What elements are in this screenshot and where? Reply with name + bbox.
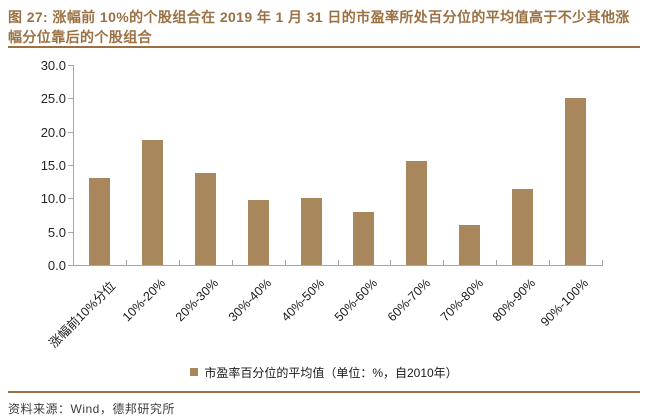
x-axis-tick bbox=[602, 260, 603, 265]
y-axis-tick-label: 0.0 bbox=[47, 258, 66, 273]
figure-title: 图 27: 涨幅前 10%的个股组合在 2019 年 1 月 31 日的市盈率所… bbox=[8, 9, 630, 45]
bar bbox=[353, 211, 375, 265]
bar bbox=[459, 225, 481, 265]
bar-chart: 0.0 5.0 10.0 15.0 20.0 25.0 30.0 涨幅前10%分位 10%-20… bbox=[0, 55, 648, 360]
x-axis-tick bbox=[390, 260, 392, 265]
title-divider bbox=[8, 46, 640, 48]
x-axis-tick bbox=[549, 260, 551, 265]
y-axis-line bbox=[73, 65, 74, 266]
x-axis-tick-label: 10%-20% bbox=[120, 276, 169, 325]
legend-label: 市盈率百分位的平均值（单位：%，自2010年） bbox=[204, 365, 458, 380]
chart-legend: 市盈率百分位的平均值（单位：%，自2010年） bbox=[0, 363, 648, 381]
x-axis-tick bbox=[73, 260, 74, 265]
y-axis-tick-label: 15.0 bbox=[40, 158, 66, 173]
bar bbox=[194, 173, 216, 265]
legend-swatch-icon bbox=[190, 368, 199, 376]
y-axis-tick-label: 25.0 bbox=[40, 91, 66, 107]
bar bbox=[300, 197, 322, 265]
bar bbox=[406, 161, 428, 265]
y-axis-tick bbox=[68, 198, 73, 200]
x-axis-tick-label: 40%-50% bbox=[278, 276, 327, 325]
bar bbox=[88, 177, 110, 265]
x-axis-tick bbox=[496, 260, 498, 265]
x-axis-tick bbox=[125, 260, 127, 265]
bar bbox=[141, 140, 163, 265]
x-axis-tick bbox=[231, 260, 233, 265]
source-note: 资料来源：Wind，德邦研究所 bbox=[8, 402, 175, 416]
x-axis-tick-label: 60%-70% bbox=[384, 276, 433, 325]
x-axis-tick-label: 涨幅前10%分位 bbox=[46, 278, 119, 351]
x-axis-tick-label: 90%-100% bbox=[538, 276, 592, 330]
x-axis-tick bbox=[284, 260, 286, 265]
y-axis-tick-label: 20.0 bbox=[40, 124, 66, 140]
x-axis-tick-label: 70%-80% bbox=[437, 276, 486, 325]
x-axis-tick bbox=[178, 260, 180, 265]
y-axis-tick bbox=[68, 265, 73, 266]
y-axis-tick bbox=[68, 131, 73, 133]
bar bbox=[512, 189, 534, 265]
x-axis-tick-label: 50%-60% bbox=[331, 276, 380, 325]
bar bbox=[565, 98, 587, 265]
x-axis-tick-label: 20%-30% bbox=[172, 276, 222, 325]
y-axis-tick-label: 30.0 bbox=[40, 58, 66, 73]
x-axis-line bbox=[73, 265, 603, 266]
y-axis-tick-label: 10.0 bbox=[40, 191, 66, 207]
x-axis-tick bbox=[337, 260, 339, 265]
y-axis-tick-label: 5.0 bbox=[47, 224, 66, 240]
y-axis-tick bbox=[68, 165, 73, 166]
x-axis-tick bbox=[443, 260, 445, 265]
x-axis-tick-label: 80%-90% bbox=[490, 276, 539, 325]
bar bbox=[247, 200, 269, 265]
footer-divider bbox=[8, 391, 640, 393]
y-axis-tick bbox=[68, 98, 73, 100]
y-axis-tick bbox=[68, 65, 73, 66]
y-axis-tick bbox=[68, 231, 73, 233]
x-axis-tick-label: 30%-40% bbox=[225, 276, 275, 325]
